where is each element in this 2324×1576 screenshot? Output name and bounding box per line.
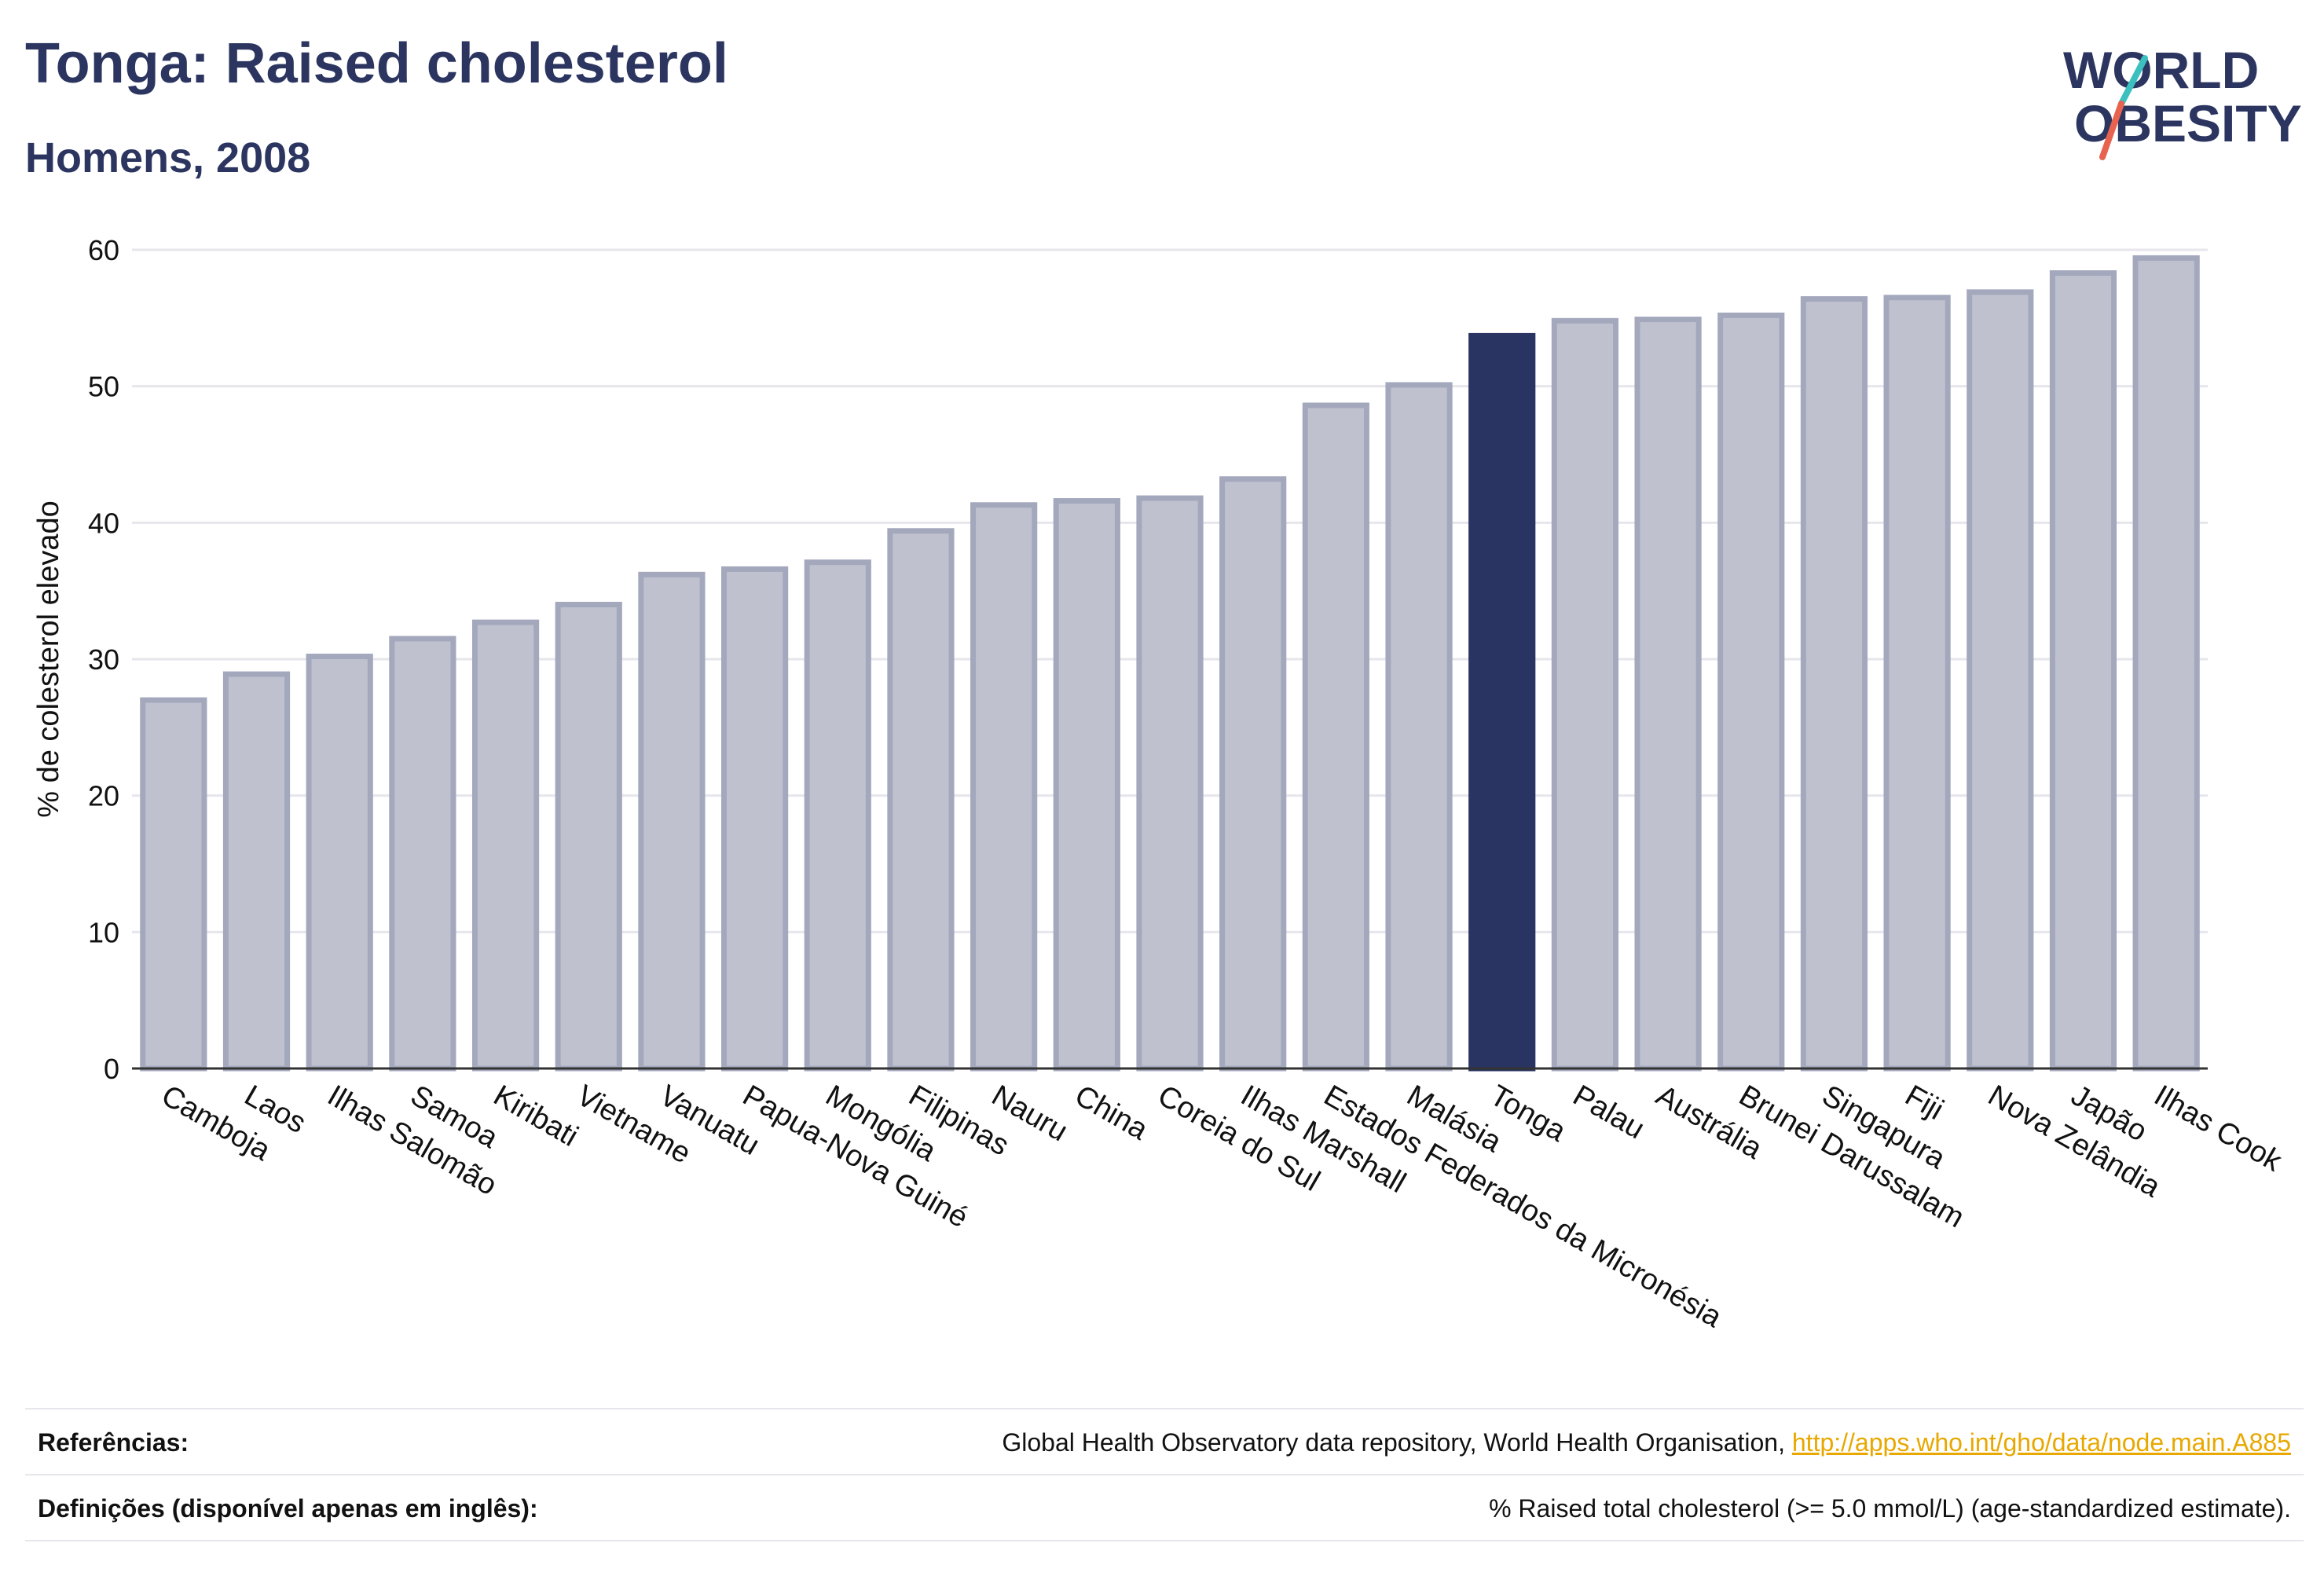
references-value: Global Health Observatory data repositor…	[1002, 1428, 2291, 1457]
bar	[2132, 255, 2200, 1072]
bar	[389, 636, 456, 1072]
bar	[555, 602, 622, 1072]
bar	[222, 671, 291, 1072]
references-label: Referências:	[38, 1428, 189, 1457]
bar	[1883, 295, 1951, 1072]
y-tick-label: 0	[104, 1053, 119, 1085]
bar	[1136, 495, 1204, 1072]
bar	[970, 502, 1038, 1072]
y-tick-label: 10	[88, 916, 119, 948]
bar	[1634, 317, 1702, 1072]
definitions-label: Definições (disponível apenas em inglês)…	[38, 1494, 538, 1523]
bar	[306, 654, 373, 1072]
svg-text:WORLD: WORLD	[2063, 41, 2259, 99]
y-axis-label: % de colesterol elevado	[32, 500, 65, 817]
y-tick-label: 60	[88, 234, 119, 266]
bar	[471, 619, 540, 1072]
bar	[1385, 382, 1453, 1072]
bar	[638, 571, 706, 1072]
x-tick-label: China	[1069, 1079, 1154, 1146]
bar	[1219, 476, 1287, 1072]
references-link[interactable]: http://apps.who.int/gho/data/node.main.A…	[1791, 1428, 2291, 1457]
bar	[1053, 498, 1120, 1072]
references-text: Global Health Observatory data repositor…	[1002, 1428, 1792, 1457]
y-tick-label: 20	[88, 780, 119, 812]
bar	[140, 697, 207, 1072]
bar	[804, 559, 871, 1072]
y-tick-label: 30	[88, 643, 119, 676]
bar	[887, 528, 955, 1072]
x-tick-label: Fiji	[1900, 1079, 1949, 1127]
chart-subtitle: Homens, 2008	[25, 134, 311, 181]
x-tick-label: Kiribati	[488, 1079, 584, 1153]
bar	[1302, 402, 1369, 1072]
y-tick-label: 50	[88, 371, 119, 403]
bar	[1967, 289, 2034, 1072]
bar	[1468, 332, 1536, 1072]
x-tick-label: Ilhas Cook	[2149, 1079, 2288, 1178]
footer-divider	[25, 1408, 2304, 1409]
bar	[720, 566, 789, 1072]
bar	[2049, 270, 2117, 1072]
footer-divider	[25, 1474, 2304, 1475]
bar	[1800, 296, 1868, 1072]
definitions-value: % Raised total cholesterol (>= 5.0 mmol/…	[1489, 1494, 2291, 1523]
x-tick-label: Palau	[1567, 1079, 1650, 1145]
chart-title: Tonga: Raised cholesterol	[25, 32, 728, 95]
y-tick-label: 40	[88, 507, 119, 539]
bar	[1551, 317, 1619, 1072]
world-obesity-logo: WORLD OBESITY	[2063, 41, 2302, 160]
bar	[1717, 312, 1785, 1072]
footer-divider	[25, 1540, 2304, 1541]
